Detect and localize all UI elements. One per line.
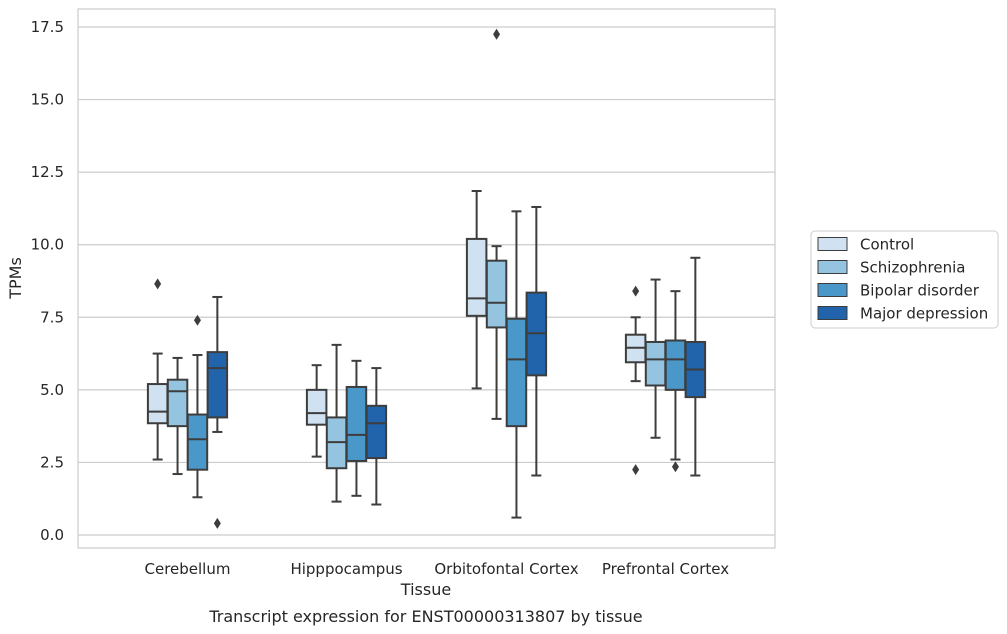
legend-label: Major depression xyxy=(860,305,988,323)
legend-swatch xyxy=(817,306,848,320)
box xyxy=(305,388,328,426)
legend-frame xyxy=(810,230,999,329)
box-group xyxy=(325,343,348,503)
box-group xyxy=(305,364,328,458)
legend-swatch xyxy=(817,260,848,274)
box xyxy=(186,413,209,471)
legend-swatch xyxy=(817,237,848,251)
box-group xyxy=(485,28,508,420)
y-tick-label: 5.0 xyxy=(40,381,64,399)
box xyxy=(166,378,189,428)
box xyxy=(146,383,169,425)
x-tick-label: Hipppocampus xyxy=(290,560,402,578)
y-axis-title: TPMs xyxy=(6,257,25,300)
y-tick-label: 15.0 xyxy=(31,91,64,109)
outlier-point xyxy=(154,278,162,290)
y-tick-label: 12.5 xyxy=(31,163,64,181)
outlier-point xyxy=(671,461,679,473)
y-tick-label: 0.0 xyxy=(40,526,64,544)
box xyxy=(345,385,368,462)
chart-caption: Transcript expression for ENST0000031380… xyxy=(208,607,642,626)
box-group xyxy=(684,256,707,477)
x-tick-label: Cerebellum xyxy=(145,560,231,578)
series-control xyxy=(146,190,647,476)
plot-frame xyxy=(77,8,776,549)
y-tick-label: 17.5 xyxy=(31,18,64,36)
outlier-point xyxy=(213,517,221,529)
x-tick-label: Prefrontal Cortex xyxy=(602,560,729,578)
box-group xyxy=(664,290,687,473)
box-group xyxy=(206,295,229,529)
box-group xyxy=(644,278,667,439)
series-schizophrenia xyxy=(166,28,667,503)
y-tick-label: 2.5 xyxy=(40,453,64,471)
series-major-depression xyxy=(206,205,707,529)
outlier-point xyxy=(493,28,501,40)
box xyxy=(644,340,667,387)
box xyxy=(505,317,528,428)
box-group xyxy=(624,285,647,476)
box-group xyxy=(186,314,209,499)
box xyxy=(365,404,388,460)
box-group xyxy=(525,205,548,477)
box-group xyxy=(465,190,488,390)
box xyxy=(206,351,229,419)
box-group xyxy=(505,210,528,519)
legend-label: Bipolar disorder xyxy=(860,282,980,300)
box-group xyxy=(166,356,189,476)
box-group xyxy=(365,367,388,506)
legend-label: Schizophrenia xyxy=(860,259,965,277)
box-group xyxy=(345,359,368,497)
x-tick-label: Orbitofontal Cortex xyxy=(434,560,578,578)
x-axis-title: Tissue xyxy=(400,580,451,599)
outlier-point xyxy=(632,285,640,297)
x-axis-ticks: Cerebellum Hipppocampus Orbitofontal Corte… xyxy=(145,560,730,578)
legend: Control Schizophrenia Bipolar disorder Majo… xyxy=(810,230,999,329)
outlier-point xyxy=(632,464,640,476)
outlier-point xyxy=(193,314,201,326)
box xyxy=(465,237,488,317)
legend-swatch xyxy=(817,283,848,297)
y-axis-ticks: 0.0 2.5 5.0 7.5 10.0 12.5 15.0 17.5 xyxy=(31,18,64,544)
y-tick-label: 7.5 xyxy=(40,308,64,326)
box-group xyxy=(146,278,169,461)
box xyxy=(485,259,508,329)
series-bipolar-disorder xyxy=(186,210,687,519)
box-plot-series xyxy=(146,28,707,529)
legend-label: Control xyxy=(860,236,914,254)
y-tick-label: 10.0 xyxy=(31,236,64,254)
box xyxy=(664,339,687,391)
